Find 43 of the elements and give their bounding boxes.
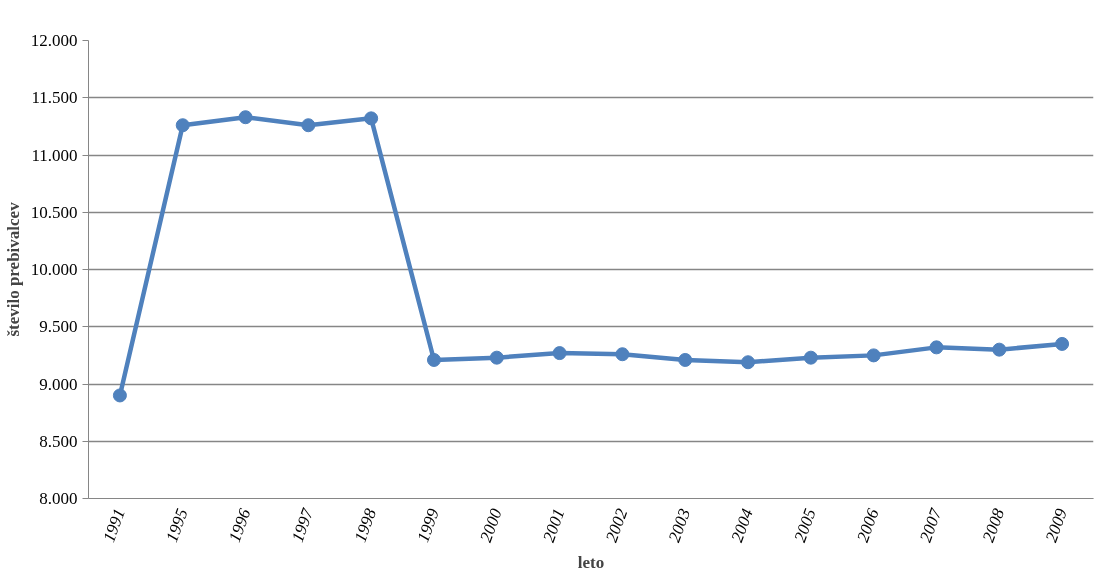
x-tick-label: 2001 bbox=[539, 506, 569, 545]
point bbox=[301, 118, 316, 133]
x-tick-label: 2009 bbox=[1041, 505, 1072, 545]
x-tick-label: 1995 bbox=[162, 506, 192, 545]
point bbox=[929, 340, 944, 355]
point bbox=[552, 346, 567, 361]
x-tick-label: 1991 bbox=[99, 506, 129, 545]
y-axis-title: število prebivalcev bbox=[3, 201, 23, 337]
x-tick-label: 1999 bbox=[413, 505, 444, 545]
point bbox=[238, 110, 253, 125]
point bbox=[426, 352, 441, 367]
x-tick-label: 2007 bbox=[915, 504, 946, 545]
point bbox=[992, 342, 1007, 357]
x-tick-label: 1996 bbox=[224, 505, 255, 545]
point bbox=[364, 111, 379, 126]
point bbox=[175, 118, 190, 133]
x-tick-label: 2008 bbox=[978, 505, 1009, 545]
point bbox=[112, 388, 127, 403]
x-tick-label: 1998 bbox=[350, 505, 381, 545]
y-tick-label: 8.500 bbox=[39, 431, 78, 451]
point bbox=[741, 355, 756, 370]
y-tick-label: 11.500 bbox=[31, 88, 78, 108]
point bbox=[1055, 336, 1070, 351]
x-tick-label: 1997 bbox=[287, 504, 318, 545]
x-axis-title: leto bbox=[577, 553, 605, 573]
x-tick-label: 2006 bbox=[853, 505, 883, 545]
y-tick-label: 10.000 bbox=[30, 260, 78, 279]
y-tick-label: 12.000 bbox=[30, 31, 78, 50]
y-tick-label: 8.000 bbox=[39, 489, 78, 508]
y-tick-label: 9.000 bbox=[39, 374, 78, 394]
point bbox=[615, 347, 630, 362]
point bbox=[678, 352, 693, 367]
point bbox=[489, 350, 504, 365]
x-tick-label: 2005 bbox=[790, 506, 820, 545]
y-tick-label: 9.500 bbox=[39, 317, 78, 337]
x-tick-label: 2004 bbox=[727, 505, 758, 545]
y-tick-label: 11.000 bbox=[31, 145, 78, 165]
x-tick-label: 2002 bbox=[601, 505, 632, 545]
y-tick-label: 10.500 bbox=[30, 202, 78, 222]
x-tick-label: 2000 bbox=[476, 505, 506, 545]
point bbox=[803, 350, 818, 365]
x-tick-label: 2003 bbox=[664, 506, 695, 545]
point bbox=[866, 348, 881, 363]
